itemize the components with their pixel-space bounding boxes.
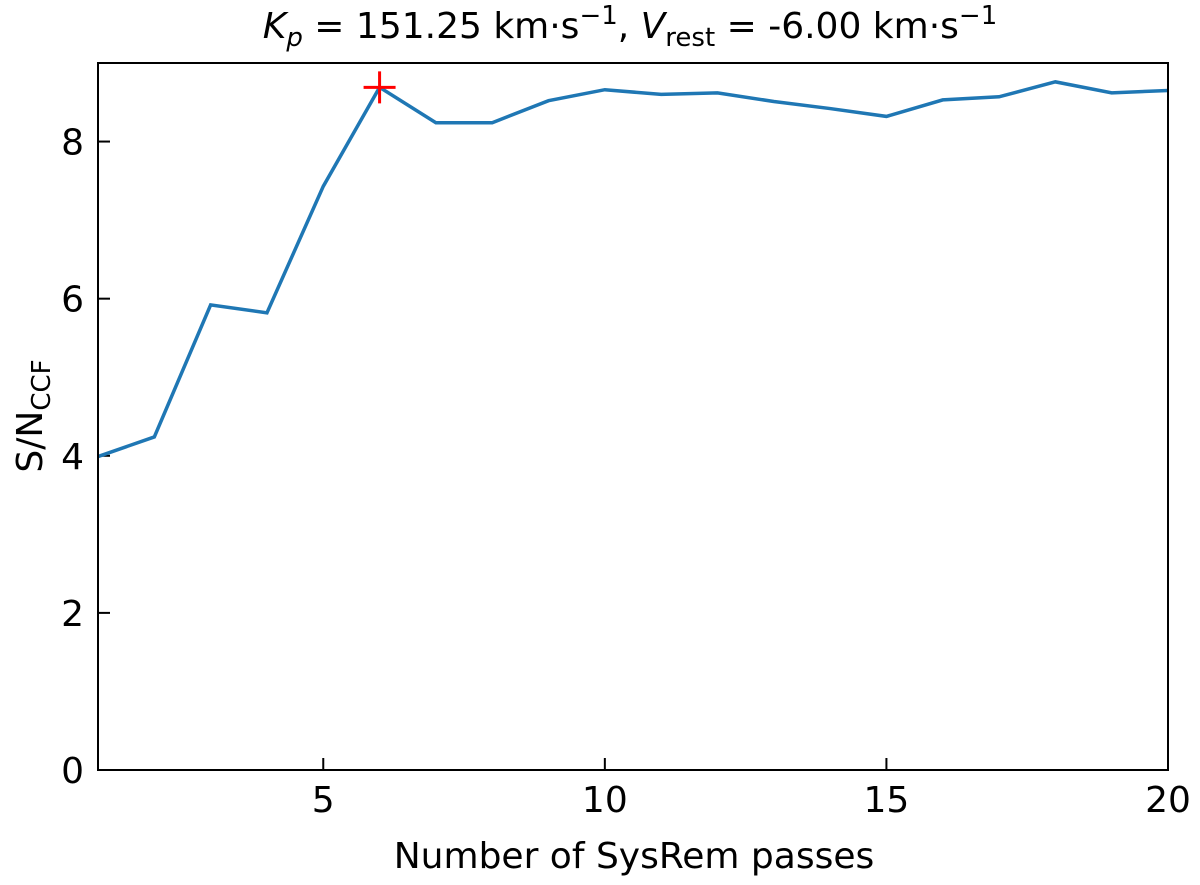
y-tick-label: 8 xyxy=(61,123,84,164)
x-axis-label: Number of SysRem passes xyxy=(394,836,875,877)
line xyxy=(97,80,1169,459)
x-tick-label: 10 xyxy=(582,780,628,821)
y-tick-label: 0 xyxy=(61,751,84,792)
plot-frame xyxy=(97,62,1169,771)
y-tick-label: 4 xyxy=(61,437,84,478)
x-tick-label: 5 xyxy=(312,780,335,821)
title-part: p xyxy=(285,23,303,53)
title-part: rest xyxy=(665,23,715,53)
title-part: , xyxy=(618,6,641,47)
ylabel-part: S/N xyxy=(10,411,51,473)
x-tick-label: 20 xyxy=(1145,780,1191,821)
ylabel-part: CCF xyxy=(27,359,57,410)
title-part: = 151.25 km·s xyxy=(303,6,580,47)
x-tick-label: 15 xyxy=(864,780,910,821)
y-axis-label: S/NCCF xyxy=(10,359,57,472)
peak-marker xyxy=(363,71,396,104)
y-tick-label: 6 xyxy=(61,280,84,321)
title-part: −1 xyxy=(959,1,997,31)
title-part: V xyxy=(641,6,668,47)
y-tick-label: 2 xyxy=(61,594,84,635)
title-part: K xyxy=(263,6,289,47)
title-part: −1 xyxy=(579,1,617,31)
title-part: = -6.00 km·s xyxy=(715,6,959,47)
chart-title: Kp = 151.25 km·s−1, Vrest = -6.00 km·s−1 xyxy=(263,1,998,53)
